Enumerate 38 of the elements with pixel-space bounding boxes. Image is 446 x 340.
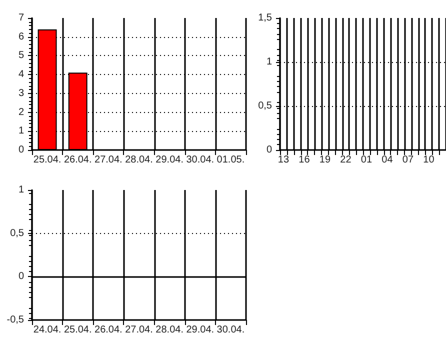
x-tick-label: 29.04. (156, 154, 184, 166)
x-tick-label: 30.04. (216, 324, 245, 336)
y-tick-label: 1,5 (258, 12, 272, 24)
y-tick-label: 0,5 (10, 228, 24, 239)
x-tick-label: 19 (319, 154, 331, 166)
x-tick-label: 07 (402, 154, 414, 166)
x-tick-label: 04 (382, 154, 394, 166)
x-tick-label: 01 (360, 154, 372, 166)
x-tick-label: 13 (278, 154, 290, 166)
y-tick-label: 5 (18, 50, 24, 62)
y-tick-label: 0 (18, 271, 24, 282)
x-tick-label: 26.04. (64, 154, 92, 166)
y-tick-label: 6 (18, 31, 24, 42)
y-tick-label: -0,5 (6, 314, 24, 326)
x-tick-label: 25.04. (64, 324, 92, 336)
x-tick-label: 28.04. (125, 154, 153, 166)
x-tick-label: 22 (340, 154, 352, 166)
x-tick-label: 25.04. (33, 154, 62, 166)
y-tick-label: 1 (266, 56, 272, 68)
y-tick-label: 4 (18, 69, 24, 80)
y-tick-label: 0 (266, 144, 272, 156)
x-tick-label: 30.04. (186, 154, 214, 166)
x-tick-label: 28.04. (156, 324, 184, 336)
x-tick-label: 27.04. (125, 324, 153, 336)
y-tick-label: 1 (18, 126, 24, 137)
x-tick-label: 16 (298, 154, 310, 166)
y-tick-label: 2 (18, 106, 24, 118)
y-tick-label: 0 (18, 144, 24, 156)
y-tick-label: 7 (18, 12, 24, 24)
x-tick-label: 29.04. (186, 324, 214, 336)
y-tick-label: 1 (18, 184, 24, 196)
x-tick-label: 10 (423, 154, 435, 166)
y-tick-label: 0,5 (258, 100, 272, 112)
x-tick-label: 27.04. (94, 154, 122, 166)
y-tick-label: 3 (18, 88, 24, 99)
x-tick-label: 24.04. (33, 324, 62, 336)
x-tick-label: 26.04. (94, 324, 122, 336)
x-tick-label: 01.05. (216, 154, 245, 166)
